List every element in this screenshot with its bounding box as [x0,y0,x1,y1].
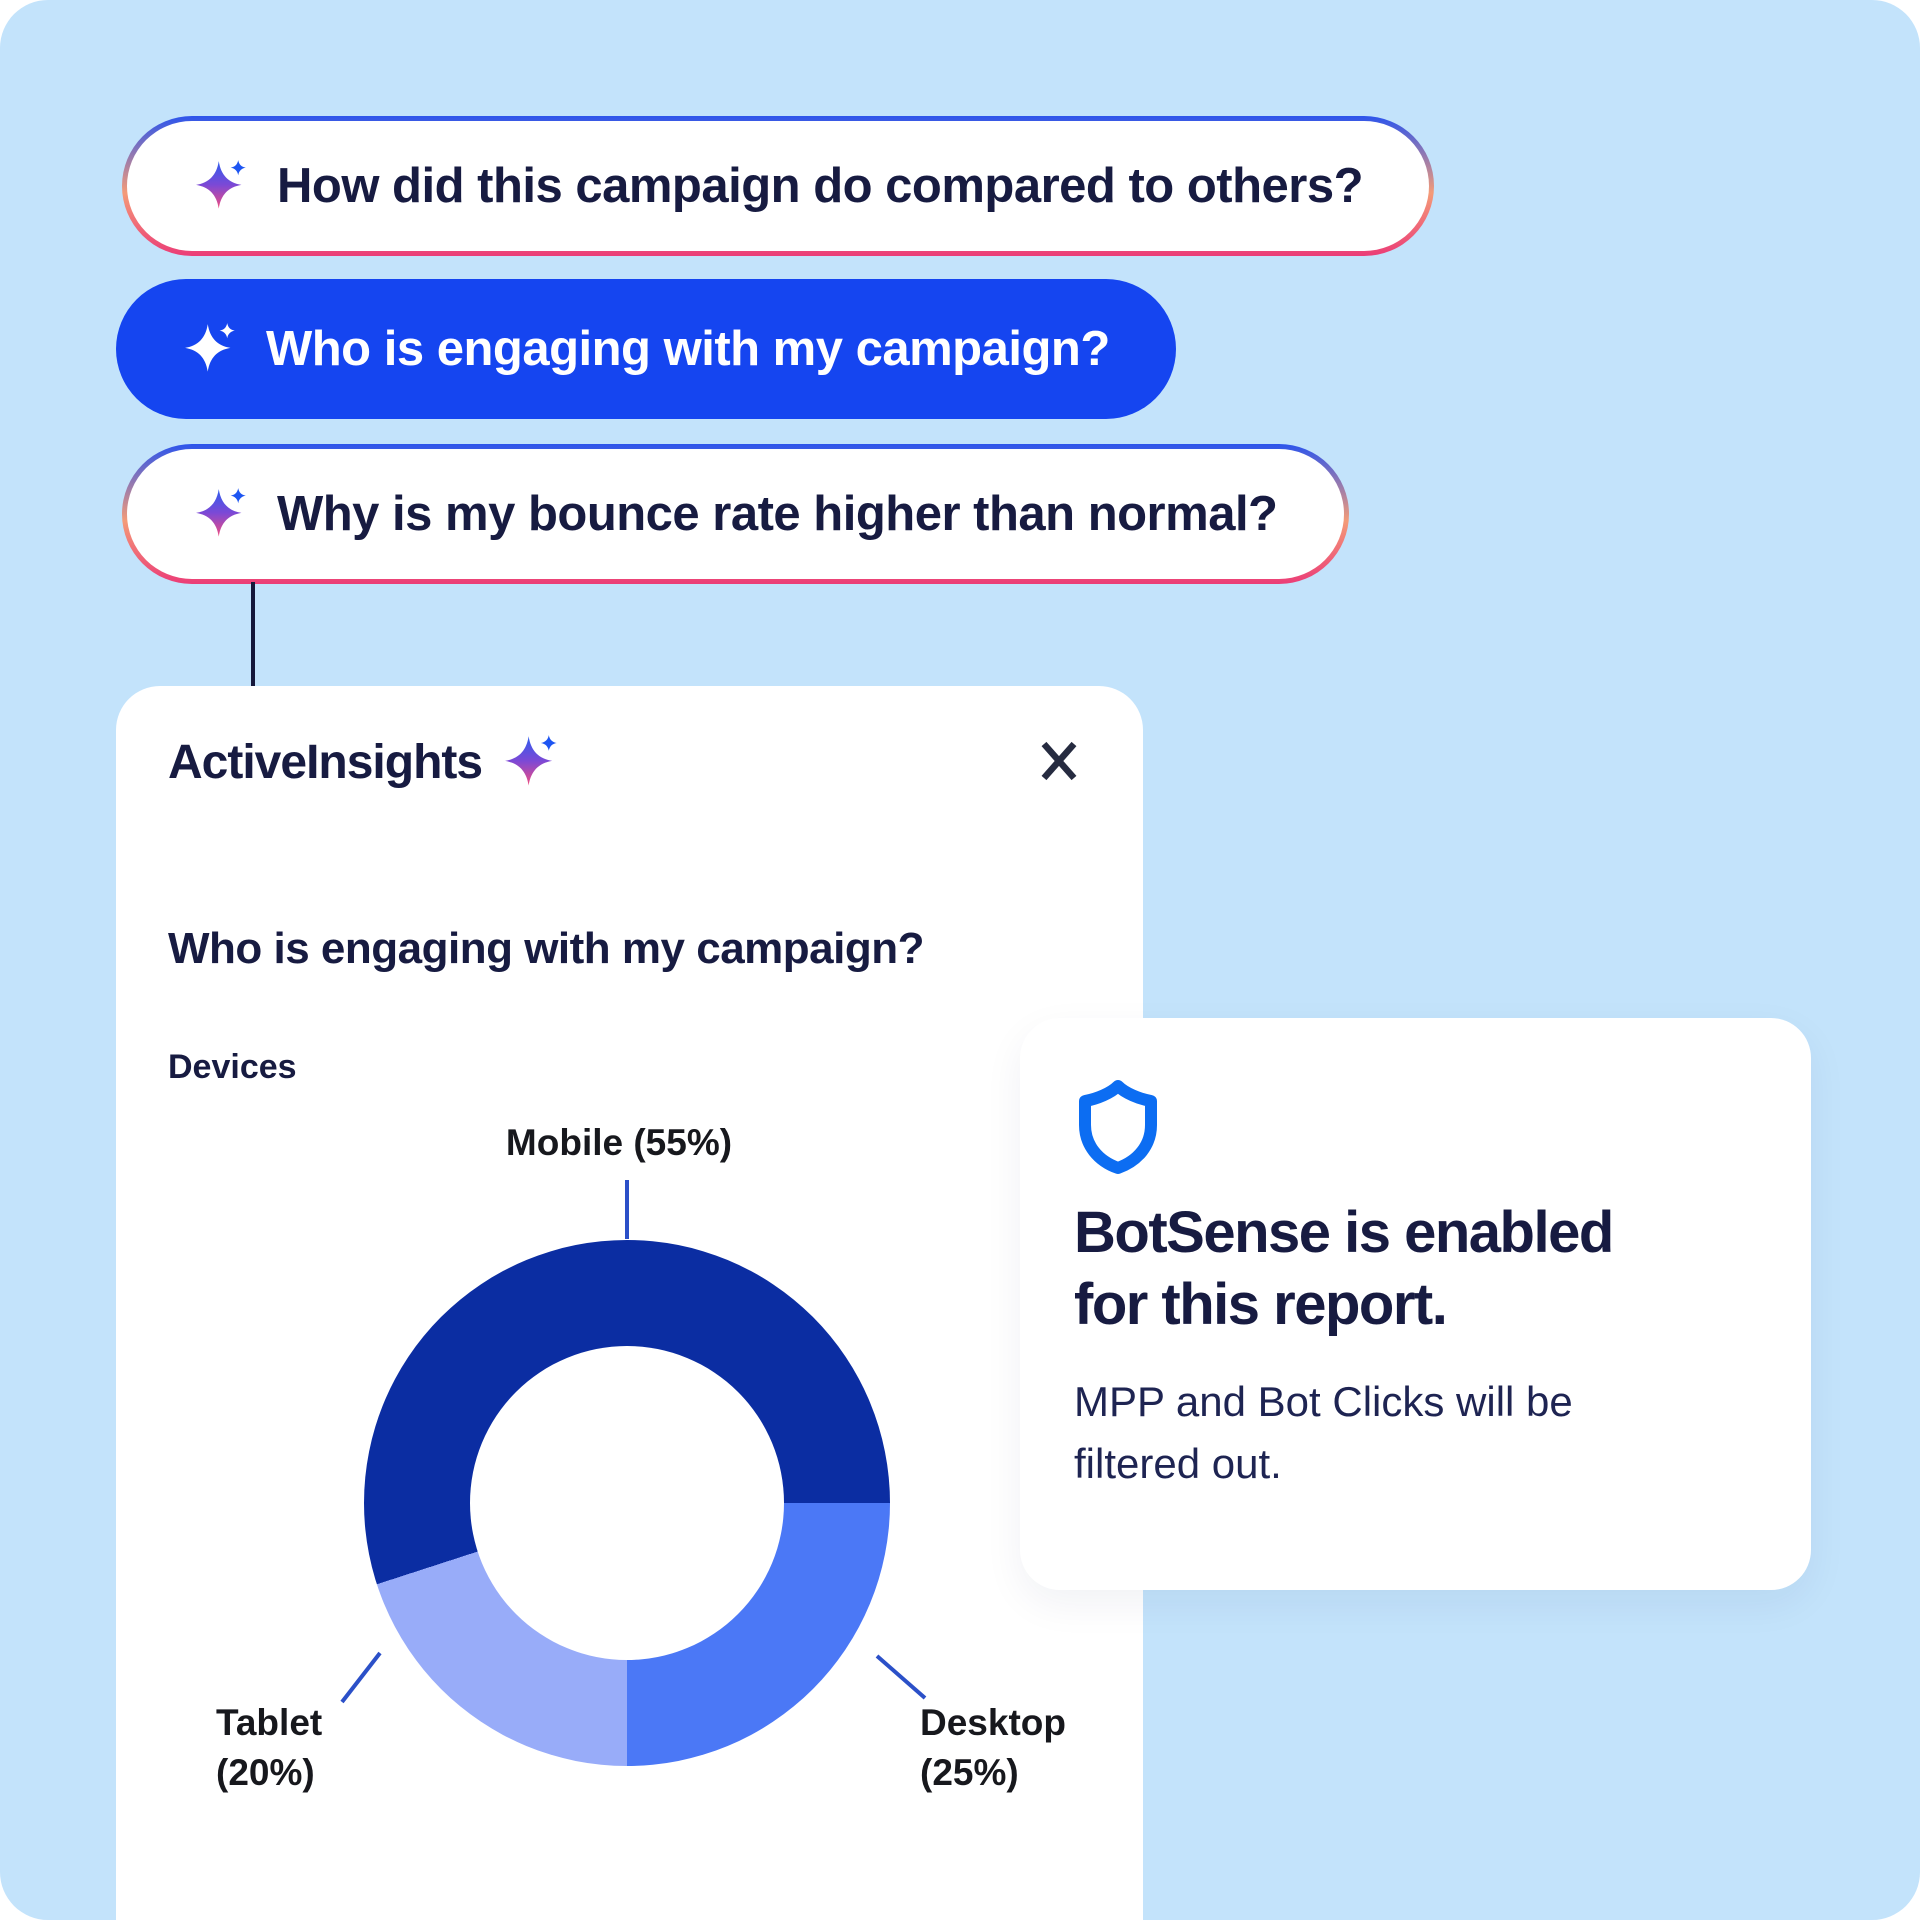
botsense-body-line1: MPP and Bot Clicks will be [1074,1378,1573,1425]
close-button[interactable] [1035,736,1083,784]
sparkle-icon [184,322,238,376]
shield-icon [1079,1080,1157,1174]
prompt-chip-bounce-rate[interactable]: Why is my bounce rate higher than normal… [122,444,1349,584]
panel-title: ActiveInsights [168,735,483,789]
prompt-chip-label: Why is my bounce rate higher than normal… [277,487,1278,541]
chart-section-label: Devices [168,1048,297,1086]
chart-label-desktop: Desktop (25%) [920,1698,1066,1798]
sparkle-icon [504,734,560,790]
chart-label-tablet-pct: (20%) [216,1752,315,1793]
prompt-chip-who-engaging[interactable]: Who is engaging with my campaign? [116,279,1176,419]
sparkle-icon [195,487,249,541]
prompt-chip-label: How did this campaign do compared to oth… [277,159,1364,213]
botsense-body-line2: filtered out. [1074,1440,1282,1487]
panel-header: ActiveInsights [168,730,1095,794]
chart-label-desktop-pct: (25%) [920,1752,1019,1793]
prompt-chip-label: Who is engaging with my campaign? [266,322,1110,376]
botsense-card: BotSense is enabled for this report. MPP… [1020,1018,1811,1590]
close-icon [1041,741,1077,781]
chart-label-mobile: Mobile (55%) [505,1122,733,1163]
connector-line [251,582,255,688]
active-insights-panel: ActiveInsights Who is engaging with my c… [116,686,1143,1920]
botsense-title-line1: BotSense is enabled [1074,1200,1614,1265]
prompt-chip-compare-campaigns[interactable]: How did this campaign do compared to oth… [122,116,1434,256]
donut-hole [470,1346,784,1660]
panel-question: Who is engaging with my campaign? [168,924,925,973]
botsense-title-line2: for this report. [1074,1272,1448,1337]
sparkle-icon [195,159,249,213]
chart-label-tablet-name: Tablet [216,1702,323,1743]
chart-label-desktop-name: Desktop [920,1702,1066,1743]
botsense-title: BotSense is enabled for this report. [1074,1197,1757,1341]
chart-label-tablet: Tablet (20%) [216,1698,322,1798]
devices-donut-chart [364,1240,890,1766]
botsense-body: MPP and Bot Clicks will be filtered out. [1074,1371,1757,1495]
